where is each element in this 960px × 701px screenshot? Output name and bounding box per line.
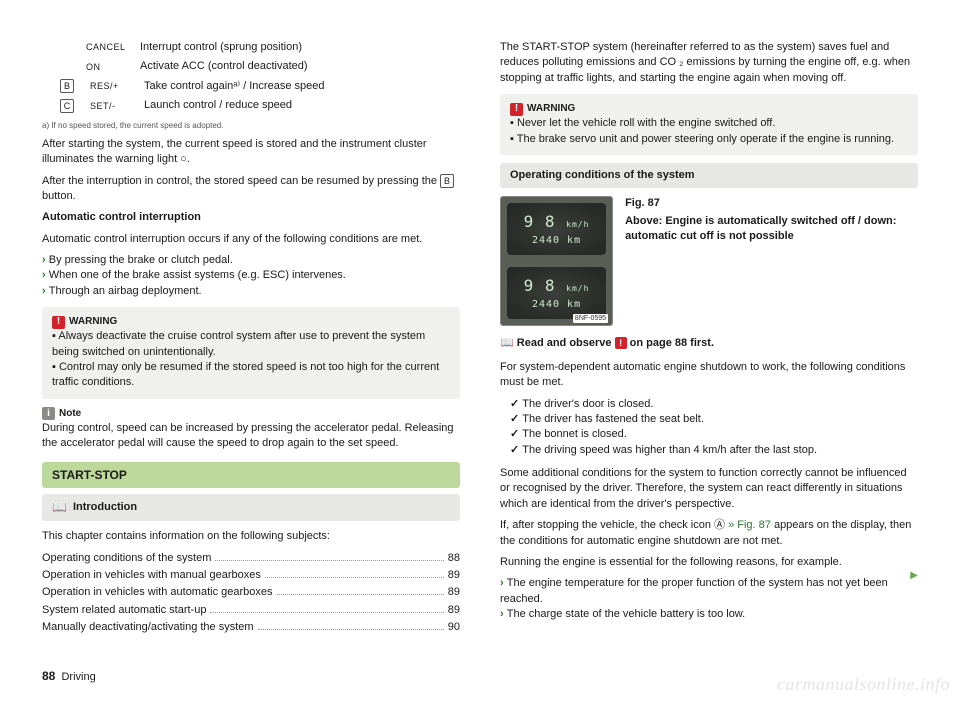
section-heading-green: START-STOP <box>42 462 460 489</box>
paragraph: Automatic control interruption occurs if… <box>42 232 460 247</box>
figure-image: 9 8 km/h 2440 km 9 8 km/h 2440 km 8NF-05… <box>500 196 613 326</box>
switch-row: CANCEL Interrupt control (sprung positio… <box>42 40 460 55</box>
figure-caption: Fig. 87 Above: Engine is automatically s… <box>625 196 918 326</box>
key-c: C <box>60 99 74 113</box>
toc-row: Operation in vehicles with manual gearbo… <box>42 568 460 583</box>
bullet-list: By pressing the brake or clutch pedal. W… <box>42 253 460 299</box>
warning-icon: ! <box>510 103 523 116</box>
switch-row: C SET/- Launch control / reduce speed <box>42 98 460 113</box>
warning-box: ! WARNING Never let the vehicle roll wit… <box>500 94 918 155</box>
page-footer: 88 Driving <box>42 669 96 683</box>
paragraph: The START-STOP system (hereinafter refer… <box>500 40 918 86</box>
switch-label: CANCEL <box>86 41 128 54</box>
switch-desc: Interrupt control (sprung position) <box>140 40 302 55</box>
paragraph: After starting the system, the current s… <box>42 137 460 168</box>
left-column: CANCEL Interrupt control (sprung positio… <box>42 40 460 638</box>
continue-icon: ▶ <box>910 570 918 581</box>
check-item: The driver has fastened the seat belt. <box>510 412 918 427</box>
warning-item: Always deactivate the cruise control sys… <box>52 329 450 360</box>
warning-icon: ! <box>52 316 65 329</box>
paragraph: Some additional conditions for the syste… <box>500 466 918 512</box>
figure-block: 9 8 km/h 2440 km 9 8 km/h 2440 km 8NF-05… <box>500 196 918 326</box>
bullet: By pressing the brake or clutch pedal. <box>42 253 460 268</box>
note-box: i Note During control, speed can be incr… <box>42 407 460 452</box>
info-icon: i <box>42 407 55 420</box>
warning-header: ! WARNING <box>510 102 908 116</box>
section-heading-grey: 📖 Introduction <box>42 494 460 521</box>
switch-desc: Launch control / reduce speed <box>144 98 292 113</box>
check-item: The driver's door is closed. <box>510 397 918 412</box>
sub-heading: Automatic control interruption <box>42 210 460 225</box>
bullet: The engine temperature for the proper fu… <box>500 576 918 607</box>
warning-item: Never let the vehicle roll with the engi… <box>510 116 908 131</box>
bullet: When one of the brake assist systems (e.… <box>42 268 460 283</box>
paragraph: After the interruption in control, the s… <box>42 174 460 205</box>
bullet: The charge state of the vehicle battery … <box>500 607 918 622</box>
switch-label: ON <box>86 61 128 74</box>
switch-desc: Take control againᵃ⁾ / Increase speed <box>144 79 324 94</box>
book-icon: 📖 <box>52 499 67 516</box>
switch-row: B RES/+ Take control againᵃ⁾ / Increase … <box>42 79 460 94</box>
warning-item: Control may only be resumed if the store… <box>52 360 450 391</box>
key-b-inline: B <box>440 174 454 188</box>
warning-icon: ! <box>615 337 627 349</box>
switch-label: SET/- <box>90 100 132 113</box>
note-header: i Note <box>42 407 460 421</box>
warning-item: The brake servo unit and power steering … <box>510 132 908 147</box>
check-item: The driving speed was higher than 4 km/h… <box>510 443 918 458</box>
warning-header: ! WARNING <box>52 315 450 329</box>
footnote: a) If no speed stored, the current speed… <box>42 120 460 131</box>
toc-row: System related automatic start-up89 <box>42 603 460 618</box>
figure-id: 8NF-0595 <box>573 314 608 324</box>
toc-row: Operating conditions of the system88 <box>42 551 460 566</box>
page: CANCEL Interrupt control (sprung positio… <box>0 0 960 658</box>
toc-row: Operation in vehicles with automatic gea… <box>42 585 460 600</box>
right-column: The START-STOP system (hereinafter refer… <box>500 40 918 638</box>
bullet-list: The engine temperature for the proper fu… <box>500 576 918 622</box>
watermark: carmanualsonline.info <box>777 674 950 695</box>
key-b: B <box>60 79 74 93</box>
toc: Operating conditions of the system88 Ope… <box>42 551 460 636</box>
warning-box: ! WARNING Always deactivate the cruise c… <box>42 307 460 399</box>
paragraph: Running the engine is essential for the … <box>500 555 918 570</box>
switch-label: RES/+ <box>90 80 132 93</box>
switch-row: ON Activate ACC (control deactivated) <box>42 59 460 74</box>
bullet: Through an airbag deployment. <box>42 284 460 299</box>
read-observe: 📖 Read and observe ! on page 88 first. <box>500 336 918 351</box>
check-item: The bonnet is closed. <box>510 427 918 442</box>
check-list: The driver's door is closed. The driver … <box>500 397 918 459</box>
intro-line: This chapter contains information on the… <box>42 529 460 544</box>
note-text: During control, speed can be increased b… <box>42 421 460 452</box>
toc-row: Manually deactivating/activating the sys… <box>42 620 460 635</box>
paragraph: For system-dependent automatic engine sh… <box>500 360 918 391</box>
section-heading-grey: Operating conditions of the system <box>500 163 918 188</box>
paragraph: If, after stopping the vehicle, the chec… <box>500 518 918 549</box>
switch-desc: Activate ACC (control deactivated) <box>140 59 308 74</box>
